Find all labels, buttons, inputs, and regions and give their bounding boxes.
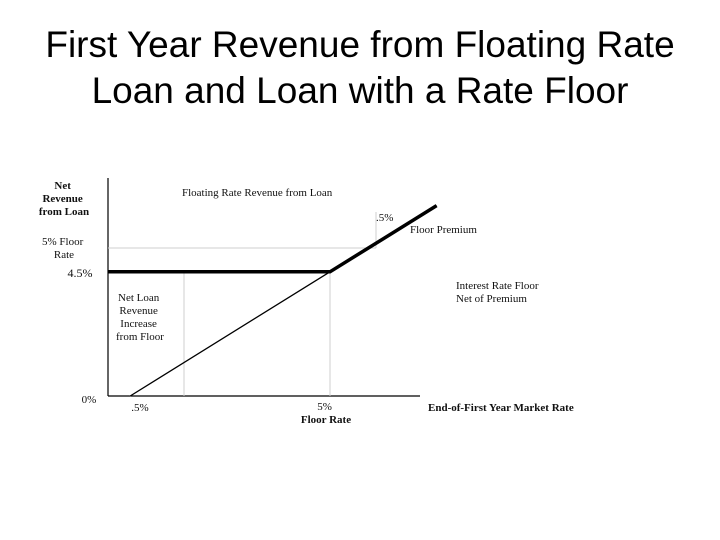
x-tick-floor-rate: 5% Floor Rate [301,401,351,426]
y-tick-floor-rate: 5% Floor Rate [42,236,86,261]
x-axis-title: End-of-First Year Market Rate [428,402,574,414]
premium-value-label: .5% [376,212,393,224]
premium-label: Floor Premium [410,224,477,236]
series-rate-floor-line [108,204,438,274]
y-axis-title: Net Revenue from Loan [39,180,89,218]
y-tick-4-5: 4.5% [68,266,93,280]
x-tick-0-5: .5% [131,402,148,414]
title-line-1: First Year Revenue from Floating Rate [45,24,675,65]
y-tick-0: 0% [82,394,97,406]
net-increase-label: Net Loan Revenue Increase from Floor [116,292,164,343]
title-line-2: Loan and Loan with a Rate Floor [91,70,629,111]
slide-title: First Year Revenue from Floating Rate Lo… [0,22,720,114]
series-label-floating: Floating Rate Revenue from Loan [182,187,333,199]
series-label-floor: Interest Rate Floor Net of Premium [456,280,541,305]
